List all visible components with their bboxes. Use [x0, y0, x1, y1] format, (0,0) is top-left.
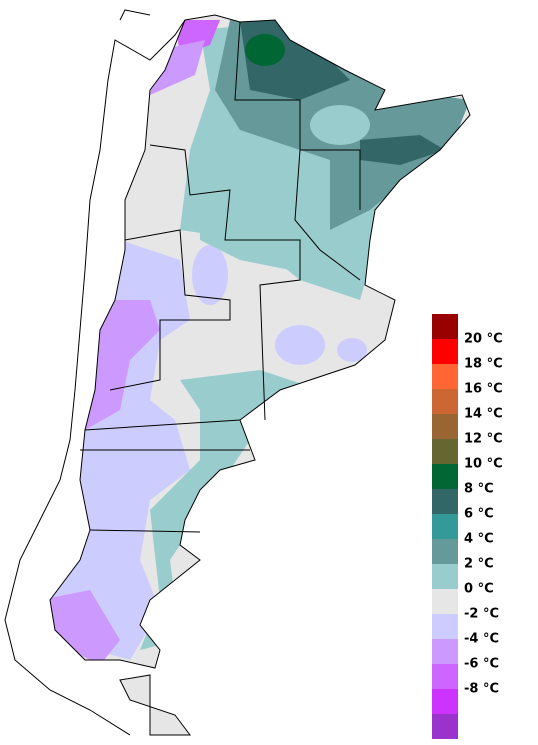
legend-label: 16 °C: [464, 382, 503, 397]
legend-swatch: [432, 414, 458, 439]
legend-swatch: [432, 614, 458, 639]
legend-swatch: [432, 639, 458, 664]
legend-swatch: [432, 589, 458, 614]
chile-outline: [4, 9, 186, 736]
legend-swatch: [432, 389, 458, 414]
legend-swatch: [432, 364, 458, 389]
legend-swatch: [432, 514, 458, 539]
legend-swatch: [432, 439, 458, 464]
province-borders: [49, 14, 471, 736]
legend-swatch: [432, 689, 458, 714]
legend-label: -2 °C: [464, 607, 499, 622]
legend-swatch: [432, 539, 458, 564]
legend-label: -6 °C: [464, 657, 499, 672]
legend-label: -4 °C: [464, 632, 499, 647]
legend-label: 8 °C: [464, 482, 494, 497]
legend-label: 2 °C: [464, 557, 494, 572]
legend-label: 10 °C: [464, 457, 503, 472]
legend-label: 6 °C: [464, 507, 494, 522]
legend-label: 12 °C: [464, 432, 503, 447]
legend-swatch: [432, 714, 458, 739]
legend-swatch: [432, 464, 458, 489]
legend-swatch: [432, 564, 458, 589]
legend-label: 20 °C: [464, 332, 503, 347]
legend-swatch: [432, 489, 458, 514]
legend-label: -8 °C: [464, 682, 499, 697]
legend-label: 18 °C: [464, 357, 503, 372]
legend-label: 14 °C: [464, 407, 503, 422]
legend-swatch: [432, 314, 458, 339]
legend-label: 4 °C: [464, 532, 494, 547]
legend-swatch: [432, 664, 458, 689]
legend: 20 °C 18 °C 16 °C 14 °C 12 °C 10 °C 8 °C 6 °C 4 …: [432, 314, 503, 739]
legend-swatch: [432, 339, 458, 364]
legend-label: 0 °C: [464, 582, 494, 597]
